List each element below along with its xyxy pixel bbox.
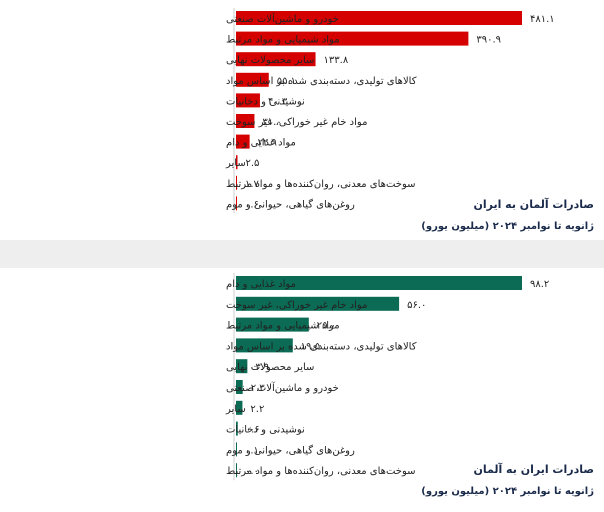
imports-category-label: مواد خام غیر خوراکی، غیر سوخت <box>226 300 367 311</box>
exports-bar <box>236 155 238 170</box>
imports-category-label: روغن‌های گیاهی، حیوانی و موم <box>226 444 355 456</box>
exports-category-label: خودرو و ماشین‌آلات صنعتی <box>226 12 339 25</box>
exports-bar <box>236 72 269 87</box>
exports-bar <box>236 93 260 108</box>
imports-value-label: ۰.۶ <box>246 425 260 436</box>
chart-title: صادرات ایران به آلمان <box>473 463 594 476</box>
exports-bar <box>236 134 250 149</box>
exports-value-label: ۱.۷ <box>245 179 260 190</box>
exports-bar <box>236 11 522 25</box>
chart-subtitle: ژانویه تا نوامبر ۲۰۲۴ (میلیون یورو) <box>421 486 594 497</box>
exports-value-label: ۱۳۳.۸ <box>324 55 349 66</box>
imports-value-label: ۱۹.۵ <box>301 341 320 352</box>
imports-category-label: مواد غذایی و دام <box>226 279 296 290</box>
imports-value-label: ۵۶.۰ <box>407 300 426 311</box>
panel-divider <box>0 240 604 268</box>
imports-category-label: سایر محصولات نهایی <box>226 362 314 373</box>
exports-category-label: روغن‌های گیاهی، حیوانی و موم <box>226 198 355 210</box>
imports-bar <box>236 380 243 394</box>
imports-bar <box>236 338 293 353</box>
imports-bar <box>236 317 309 332</box>
imports-value-label: ۹۸.۲ <box>530 279 549 290</box>
exports-category-label: مواد خام غیر خوراکی، غیر سوخت <box>226 117 367 128</box>
exports-value-label: ۲.۵ <box>245 158 259 169</box>
imports-category-label: نوشیدنی و دخانیات <box>226 425 305 436</box>
exports-value-label: ۰.۶ <box>245 199 259 210</box>
imports-bar <box>236 276 522 290</box>
exports-bar <box>236 175 238 190</box>
germany-exports-title-block: صادرات آلمان به ایران ژانویه تا نوامبر ۲… <box>421 198 594 232</box>
exports-bar <box>236 31 469 46</box>
exports-category-label: مواد غذایی و دام <box>226 138 296 149</box>
imports-bar <box>236 359 248 374</box>
exports-value-label: ۴۸۱.۱ <box>530 14 555 25</box>
imports-category-label: خودرو و ماشین‌آلات صنعتی <box>226 381 339 394</box>
exports-bar <box>236 52 316 67</box>
exports-bar <box>236 114 255 128</box>
exports-value-label: ۴۰.۳ <box>268 96 288 107</box>
imports-value-label: ۲۵.۰ <box>317 321 336 332</box>
exports-category-label: نوشیدنی و دخانیات <box>226 96 305 107</box>
imports-value-label: ۳.۹ <box>255 362 269 373</box>
imports-bar <box>236 442 237 457</box>
iran-exports-chart: ۹۸.۲ مواد غذایی و دام ۵۶.۰ مواد خام غیر خور… <box>225 273 549 481</box>
imports-bar <box>236 463 237 478</box>
imports-bar <box>236 421 238 436</box>
exports-bar <box>236 196 237 211</box>
imports-category-label: سایر <box>225 404 246 415</box>
imports-value-label: ۰.۰ <box>245 466 259 477</box>
exports-category-label: مواد شیمیایی و مواد مرتبط <box>226 35 340 46</box>
exports-category-label: سوخت‌های معدنی، روان‌کننده‌ها و مواد مرت… <box>226 179 416 190</box>
exports-category-label: سایر محصولات نهایی <box>226 55 314 66</box>
iran-exports-panel: ۹۸.۲ مواد غذایی و دام ۵۶.۰ مواد خام غیر خور… <box>0 268 604 512</box>
imports-value-label: ۲.۲ <box>250 404 264 415</box>
imports-category-label: کالاهای تولیدی، دسته‌بندی شده بر اساس مو… <box>226 341 417 352</box>
germany-exports-chart: ۴۸۱.۱ خودرو و ماشین‌آلات صنعتی ۳۹۰.۹ مواد ش… <box>225 8 555 214</box>
imports-value-label: ۰.۱ <box>245 445 259 456</box>
imports-category-label: مواد شیمیایی و مواد مرتبط <box>226 321 340 332</box>
exports-value-label: ۵۵.۱ <box>277 76 296 87</box>
chart-title: صادرات آلمان به ایران <box>473 198 594 211</box>
germany-exports-panel: ۴۸۱.۱ خودرو و ماشین‌آلات صنعتی ۳۹۰.۹ مواد ش… <box>0 0 604 240</box>
imports-bar <box>236 296 400 311</box>
exports-category-label: سایر <box>225 158 246 169</box>
imports-category-label: سوخت‌های معدنی، روان‌کننده‌ها و مواد مرت… <box>226 466 416 477</box>
imports-bar <box>236 400 243 415</box>
imports-value-label: ۲.۳ <box>251 383 266 394</box>
iran-exports-title-block: صادرات ایران به آلمان ژانویه تا نوامبر ۲… <box>421 463 594 497</box>
exports-value-label: ۳۹۰.۹ <box>476 35 501 46</box>
exports-value-label: ۳۱.۰ <box>262 117 281 128</box>
exports-category-label: کالاهای تولیدی، دسته‌بندی شده بر اساس مو… <box>226 76 417 87</box>
chart-subtitle: ژانویه تا نوامبر ۲۰۲۴ (میلیون یورو) <box>421 221 594 232</box>
exports-value-label: ۲۲.۹ <box>258 138 277 149</box>
